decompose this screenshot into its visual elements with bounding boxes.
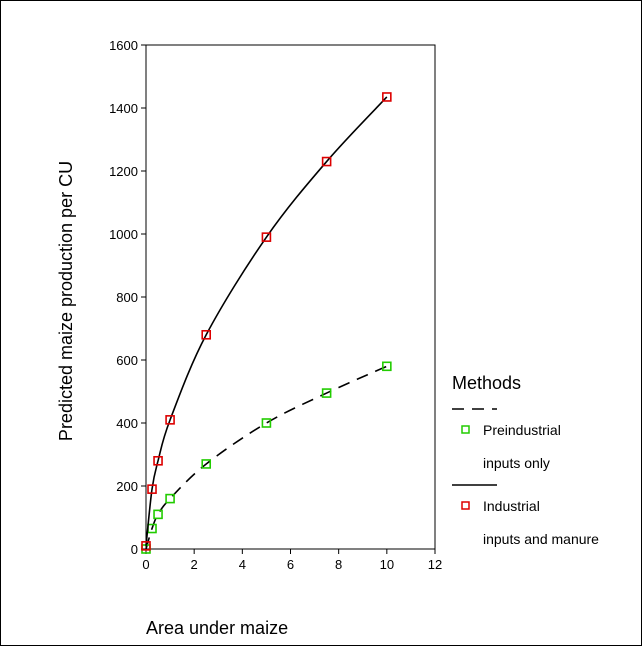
legend-label-industrial-line2: inputs and manure: [483, 531, 599, 547]
x-tick-label: 8: [335, 557, 342, 572]
legend: Methods Preindustrial inputs only Indust…: [452, 373, 599, 547]
y-tick-label: 800: [116, 290, 138, 305]
x-tick-label: 6: [287, 557, 294, 572]
data-point: [261, 232, 272, 242]
x-tick-label: 12: [428, 557, 442, 572]
x-tick-label: 4: [239, 557, 246, 572]
x-tick-label: 0: [142, 557, 149, 572]
y-tick-label: 1200: [109, 164, 138, 179]
x-tick-label: 2: [191, 557, 198, 572]
plot-area: 0 200 400 600 800 1000 1200 1400 1600 0 2 4 6 8 10 12: [109, 38, 442, 572]
data-point: [261, 418, 272, 428]
series-line-0: [145, 365, 388, 550]
legend-marker-preindustrial: [461, 425, 470, 434]
x-tick-label: 10: [380, 557, 394, 572]
data-point: [201, 329, 212, 340]
y-tick-label: 200: [116, 479, 138, 494]
plot-border: [145, 44, 436, 550]
y-tick-label: 0: [131, 542, 138, 557]
data-point: [382, 92, 392, 102]
y-tick-label: 1600: [109, 38, 138, 53]
legend-marker-industrial: [461, 501, 470, 510]
data-point: [382, 361, 392, 372]
legend-label-preindustrial: Preindustrial: [483, 422, 561, 438]
data-point: [153, 509, 163, 520]
legend-title: Methods: [452, 373, 521, 393]
data-point: [321, 156, 332, 167]
data-point: [165, 415, 175, 425]
data-point: [201, 459, 212, 469]
series-line-1: [145, 96, 388, 546]
legend-label-industrial: Industrial: [483, 498, 540, 514]
data-point: [141, 541, 151, 551]
data-point: [147, 484, 157, 494]
data-point: [321, 388, 332, 398]
y-tick-label: 600: [116, 353, 138, 368]
legend-label-preindustrial-line2: inputs only: [483, 455, 550, 471]
y-tick-label: 400: [116, 416, 138, 431]
data-point: [165, 493, 175, 504]
data-point: [153, 455, 163, 466]
y-tick-label: 1000: [109, 227, 138, 242]
x-axis-title: Area under maize: [146, 618, 288, 638]
y-tick-label: 1400: [109, 101, 138, 116]
y-axis-title: Predicted maize production per CU: [56, 161, 76, 441]
